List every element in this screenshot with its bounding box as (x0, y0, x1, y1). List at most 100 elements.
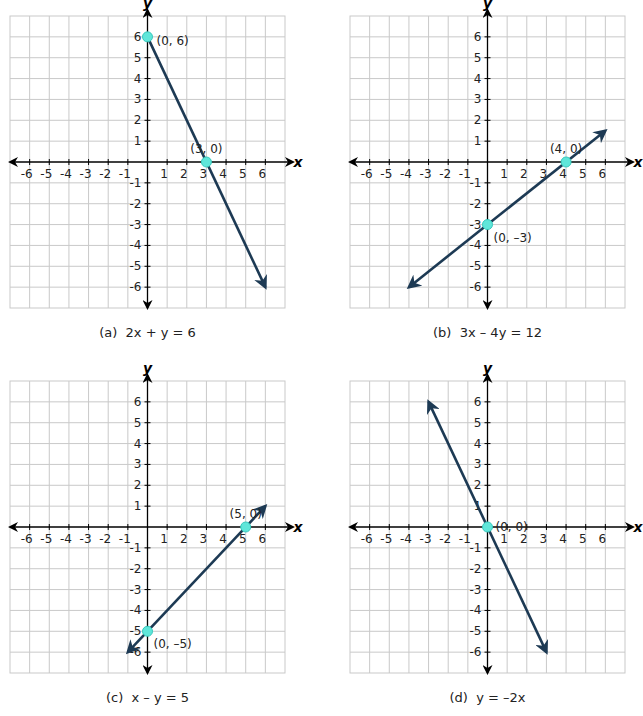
y-tick-label: -1 (130, 541, 142, 555)
x-tick (369, 159, 370, 165)
x-axis-label: x (632, 154, 643, 170)
grid-line (10, 568, 285, 569)
y-tick (485, 464, 491, 465)
x-tick (127, 159, 128, 165)
x-tick (428, 159, 429, 165)
x-tick-label: 4 (219, 532, 227, 546)
y-tick (145, 141, 151, 142)
y-tick (485, 631, 491, 632)
panel: -6-5-4-3-2-1123456-6-5-4-3-2-1123456xy(0… (350, 360, 643, 705)
x-tick (108, 524, 109, 530)
x-tick (546, 159, 547, 165)
grid-line (88, 16, 89, 308)
point (561, 157, 571, 167)
grid-line (428, 381, 429, 673)
x-tick-label: 6 (599, 167, 607, 181)
grid-line (350, 36, 625, 37)
y-axis-label: y (143, 0, 153, 11)
caption: (b) 3x – 4y = 12 (433, 325, 542, 340)
y-tick (485, 610, 491, 611)
grid-line (546, 381, 547, 673)
grid-line (350, 589, 625, 590)
panel: -6-5-4-3-2-1123456-6-5-4-3-2-1123456xy(4… (350, 0, 643, 340)
y-tick (145, 568, 151, 569)
grid-line (605, 16, 606, 308)
x-tick (526, 159, 527, 165)
grid-line (10, 57, 285, 58)
grid-line (245, 16, 246, 308)
caption: (c) x – y = 5 (106, 690, 189, 705)
x-tick-label: 2 (520, 167, 528, 181)
y-tick (485, 568, 491, 569)
grid-line (186, 16, 187, 308)
grid-line (10, 120, 285, 121)
x-tick (408, 524, 409, 530)
y-tick-label: -2 (130, 562, 142, 576)
x-tick-label: 5 (579, 532, 587, 546)
grid-line (68, 381, 69, 673)
y-tick (485, 266, 491, 267)
x-tick-label: -6 (361, 532, 373, 546)
x-tick (167, 524, 168, 530)
point-label: (4, 0) (550, 142, 582, 156)
y-tick-label: 4 (134, 72, 142, 86)
y-tick (485, 203, 491, 204)
grid-line (605, 381, 606, 673)
y-tick-label: -5 (470, 624, 482, 638)
grid-line (350, 610, 625, 611)
y-tick-label: 6 (134, 395, 142, 409)
grid-line (350, 485, 625, 486)
x-tick (605, 524, 606, 530)
grid-line (10, 182, 285, 183)
grid-line (10, 589, 285, 590)
x-tick-label: 6 (259, 532, 267, 546)
x-tick (408, 159, 409, 165)
grid-line (167, 16, 168, 308)
point (201, 157, 211, 167)
y-tick-label: 1 (134, 134, 142, 148)
grid-line (108, 381, 109, 673)
grid-line (10, 485, 285, 486)
x-tick (226, 524, 227, 530)
y-tick (145, 57, 151, 58)
y-tick (485, 141, 491, 142)
x-tick (49, 524, 50, 530)
grid-line (265, 381, 266, 673)
x-tick-label: -6 (361, 167, 373, 181)
y-tick (145, 443, 151, 444)
y-tick-label: -2 (130, 197, 142, 211)
y-tick-label: -6 (470, 645, 482, 659)
y-tick (485, 422, 491, 423)
grid-line (10, 287, 285, 288)
point-label: (0, –5) (154, 637, 192, 651)
x-axis-label: x (292, 519, 303, 535)
y-tick-label: 4 (474, 72, 482, 86)
grid-line (526, 16, 527, 308)
grid-line (265, 16, 266, 308)
x-tick-label: 4 (559, 167, 567, 181)
y-tick (145, 203, 151, 204)
grid-line (226, 16, 227, 308)
y-tick-label: 3 (474, 92, 482, 106)
x-tick (265, 159, 266, 165)
y-tick-label: -3 (130, 583, 142, 597)
x-tick-label: 5 (579, 167, 587, 181)
y-tick-label: 2 (474, 478, 482, 492)
y-tick-label: 2 (134, 478, 142, 492)
grid-line (369, 381, 370, 673)
y-tick-label: 6 (474, 395, 482, 409)
x-tick (29, 159, 30, 165)
y-tick-label: 2 (474, 113, 482, 127)
x-tick (68, 159, 69, 165)
y-tick-label: -2 (470, 562, 482, 576)
x-tick (585, 159, 586, 165)
x-tick-label: -6 (21, 167, 33, 181)
point-label: (0, 0) (496, 520, 528, 534)
grid-line (350, 141, 625, 142)
grid-line (428, 16, 429, 308)
y-tick (145, 78, 151, 79)
x-tick (68, 524, 69, 530)
line (409, 131, 605, 287)
x-tick-label: -5 (380, 532, 392, 546)
x-tick (585, 524, 586, 530)
